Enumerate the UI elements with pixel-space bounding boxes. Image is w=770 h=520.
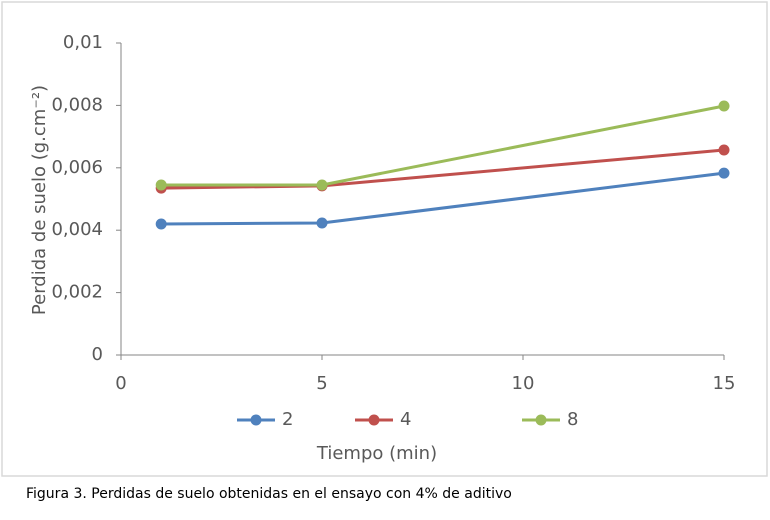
series-marker	[718, 100, 730, 112]
x-tick-label: 10	[512, 373, 535, 394]
series-marker	[155, 179, 167, 191]
x-tick-label: 15	[713, 373, 736, 394]
y-axis-label: Perdida de suelo (g.cm⁻²)	[29, 85, 50, 315]
y-tick-label: 0,008	[51, 94, 103, 115]
series-marker	[316, 217, 328, 229]
legend-marker	[368, 414, 380, 426]
legend-marker	[535, 414, 547, 426]
series-marker	[316, 179, 328, 191]
y-tick-label: 0	[92, 344, 103, 365]
series-marker	[155, 218, 167, 230]
x-tick-label: 5	[316, 373, 327, 394]
y-tick-label: 0,01	[63, 32, 103, 53]
legend-label: 8	[567, 409, 578, 430]
caption: Figura 3. Perdidas de suelo obtenidas en…	[26, 486, 512, 502]
series-marker	[718, 144, 730, 156]
legend-marker	[250, 414, 262, 426]
legend-label: 4	[400, 409, 411, 430]
y-tick-label: 0,002	[51, 282, 103, 303]
y-tick-label: 0,004	[51, 219, 103, 240]
x-tick-label: 0	[115, 373, 126, 394]
y-tick-label: 0,006	[51, 157, 103, 178]
chart-border	[1, 1, 768, 477]
legend-label: 2	[282, 409, 293, 430]
series-marker	[718, 167, 730, 179]
x-axis-label: Tiempo (min)	[316, 443, 437, 464]
